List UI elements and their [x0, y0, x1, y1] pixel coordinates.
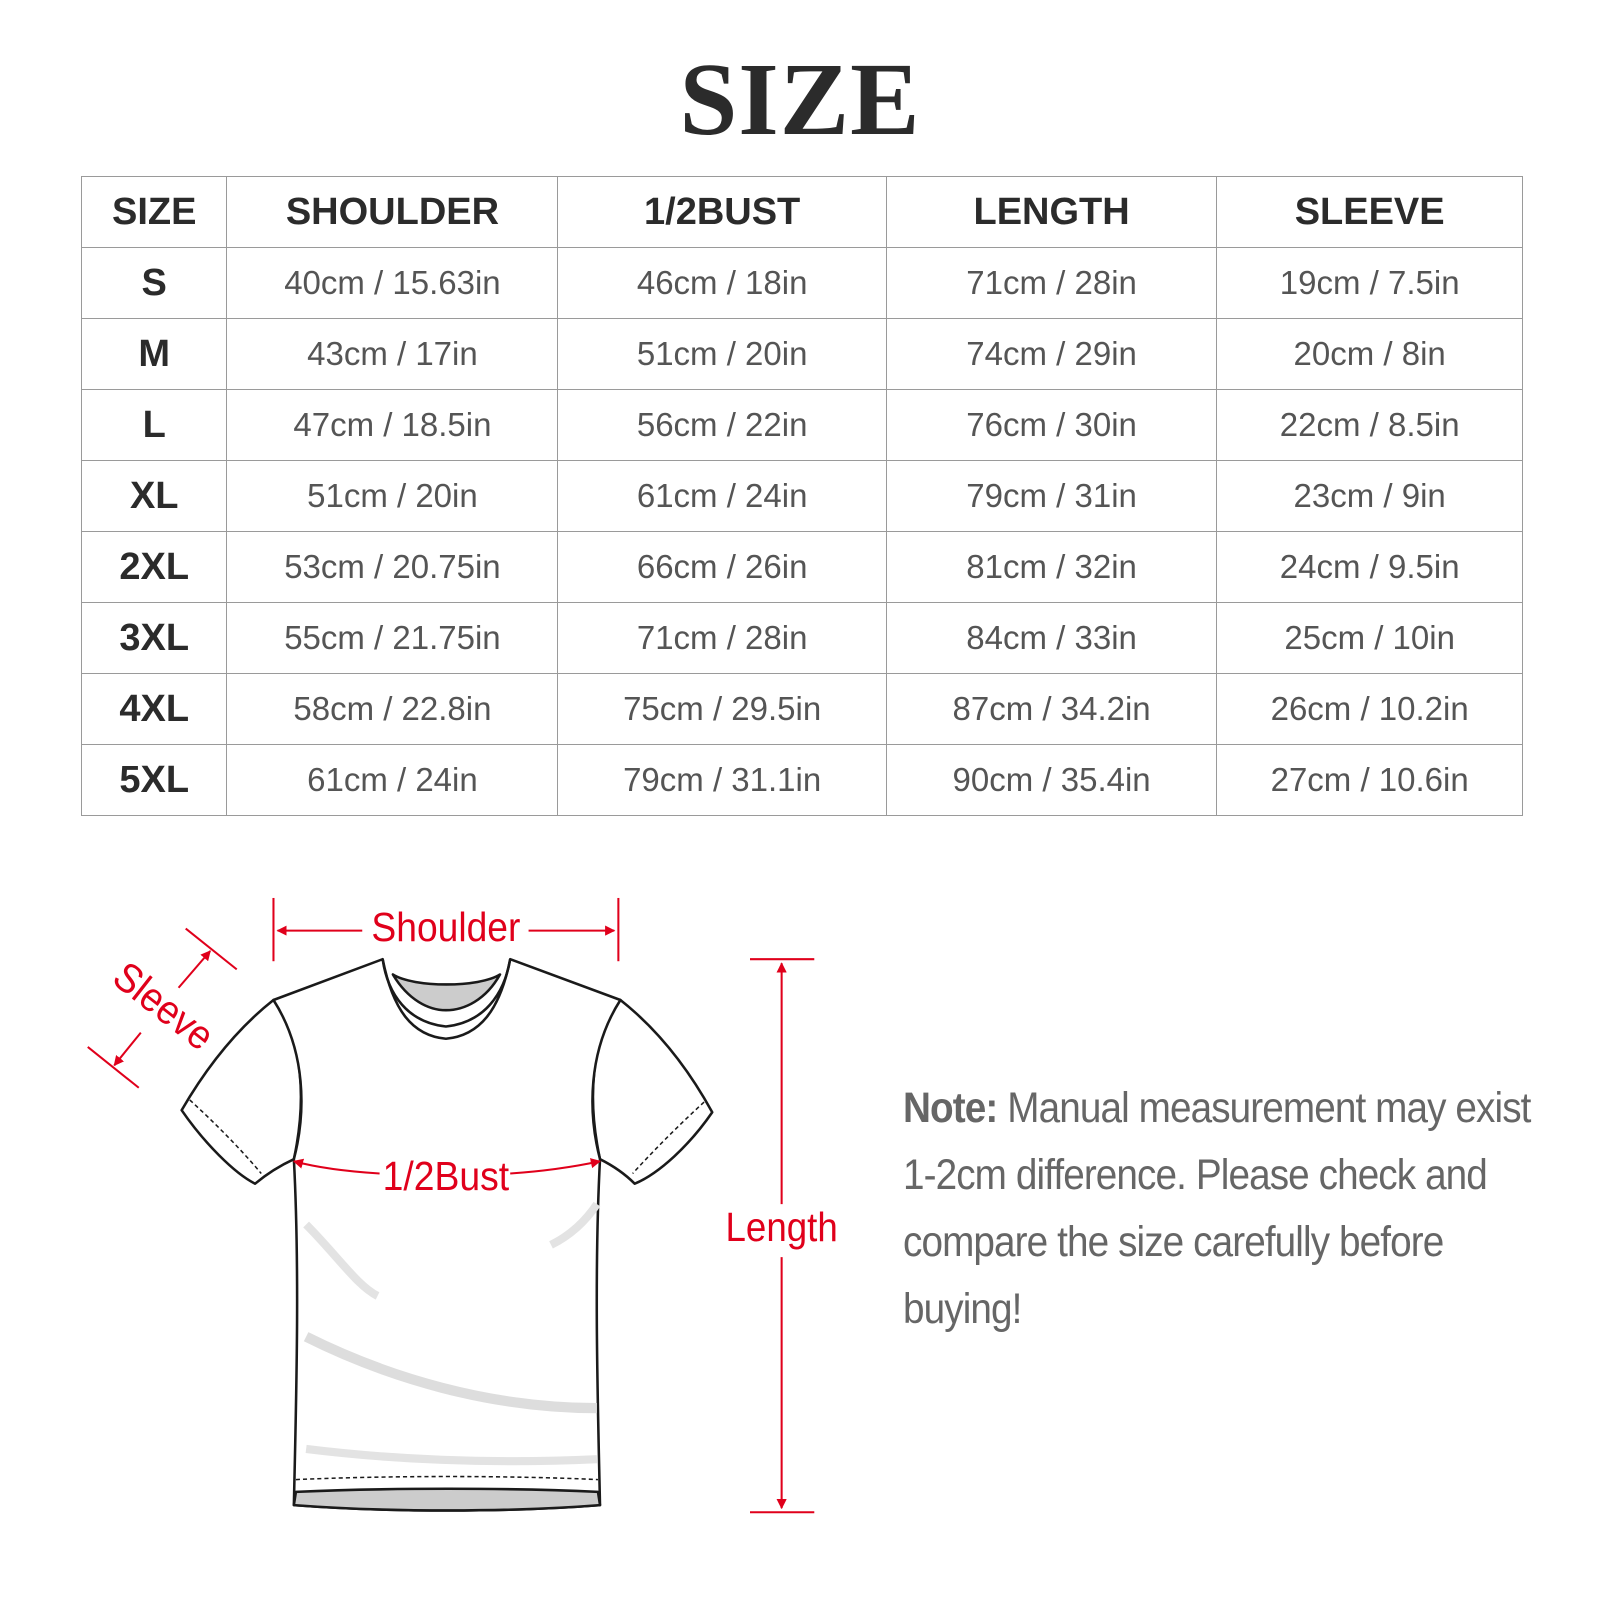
measurement-cell: 71cm / 28in — [885, 247, 1218, 319]
note-text: Note: Manual measurement may exist 1-2cm… — [903, 1075, 1551, 1343]
column-header: LENGTH — [885, 176, 1218, 248]
table-row: L 47cm / 18.5in 56cm / 22in 76cm / 30in 22cm… — [80, 389, 1523, 461]
measurement-cell: 40cm / 15.63in — [226, 247, 559, 319]
measurement-cell: 74cm / 29in — [885, 318, 1218, 390]
measurement-cell: 51cm / 20in — [226, 460, 559, 532]
measurement-cell: 58cm / 22.8in — [226, 673, 559, 745]
size-cell: 3XL — [80, 602, 228, 674]
measurement-cell: 79cm / 31in — [885, 460, 1218, 532]
shoulder-label: Shoulder — [371, 904, 520, 950]
table-header-row: SIZE SHOULDER 1/2BUST LENGTH SLEEVE — [80, 176, 1523, 248]
measurement-lines — [87, 897, 815, 1514]
measurement-cell: 53cm / 20.75in — [226, 531, 559, 603]
table-row: XL 51cm / 20in 61cm / 24in 79cm / 31in 23cm … — [80, 460, 1523, 532]
measurement-cell: 43cm / 17in — [226, 318, 559, 390]
measurement-cell: 46cm / 18in — [557, 247, 887, 319]
column-header: SLEEVE — [1216, 176, 1523, 248]
column-header: SIZE — [80, 176, 228, 248]
note-body: Manual measurement may exist 1-2cm diffe… — [903, 1084, 1531, 1333]
measurement-cell: 71cm / 28in — [557, 602, 887, 674]
size-cell: 5XL — [80, 744, 228, 816]
tshirt-icon — [180, 957, 714, 1512]
measurement-cell: 90cm / 35.4in — [885, 744, 1218, 816]
measurement-cell: 25cm / 10in — [1216, 602, 1523, 674]
measurement-cell: 26cm / 10.2in — [1216, 673, 1523, 745]
measurement-cell: 87cm / 34.2in — [885, 673, 1218, 745]
sleeve-label: Sleeve — [105, 952, 223, 1059]
table-row: S 40cm / 15.63in 46cm / 18in 71cm / 28in 19c… — [80, 247, 1523, 319]
measurement-cell: 66cm / 26in — [557, 531, 887, 603]
measurement-cell: 24cm / 9.5in — [1216, 531, 1523, 603]
size-cell: XL — [80, 460, 228, 532]
measurement-cell: 76cm / 30in — [885, 389, 1218, 461]
table-row: 4XL 58cm / 22.8in 75cm / 29.5in 87cm / 34.2… — [80, 673, 1523, 745]
measurement-cell: 22cm / 8.5in — [1216, 389, 1523, 461]
measurement-cell: 61cm / 24in — [557, 460, 887, 532]
measurement-cell: 19cm / 7.5in — [1216, 247, 1523, 319]
table-row: 5XL 61cm / 24in 79cm / 31.1in 90cm / 35.4in… — [80, 744, 1523, 816]
size-cell: S — [80, 247, 228, 319]
table-row: 3XL 55cm / 21.75in 71cm / 28in 84cm / 33in 2… — [80, 602, 1523, 674]
measurement-cell: 84cm / 33in — [885, 602, 1218, 674]
note-label: Note: — [903, 1084, 998, 1132]
measurement-cell: 81cm / 32in — [885, 531, 1218, 603]
measurement-cell: 75cm / 29.5in — [557, 673, 887, 745]
size-cell: L — [80, 389, 228, 461]
measurement-cell: 79cm / 31.1in — [557, 744, 887, 816]
table-row: M 43cm / 17in 51cm / 20in 74cm / 29in 20cm /… — [80, 318, 1523, 390]
column-header: 1/2BUST — [557, 176, 887, 248]
table-row: 2XL 53cm / 20.75in 66cm / 26in 81cm / 32in 2… — [80, 531, 1523, 603]
size-cell: M — [80, 318, 228, 390]
bust-label: 1/2Bust — [383, 1153, 510, 1199]
size-table: SIZE SHOULDER 1/2BUST LENGTH SLEEVE S 40cm / … — [80, 176, 1523, 816]
size-cell: 4XL — [80, 673, 228, 745]
measurement-cell: 27cm / 10.6in — [1216, 744, 1523, 816]
page-title: SIZE — [679, 42, 921, 157]
measurement-cell: 61cm / 24in — [226, 744, 559, 816]
measurement-cell: 20cm / 8in — [1216, 318, 1523, 390]
measurement-cell: 56cm / 22in — [557, 389, 887, 461]
measurement-cell: 23cm / 9in — [1216, 460, 1523, 532]
measurement-cell: 55cm / 21.75in — [226, 602, 559, 674]
length-label: Length — [726, 1204, 838, 1250]
